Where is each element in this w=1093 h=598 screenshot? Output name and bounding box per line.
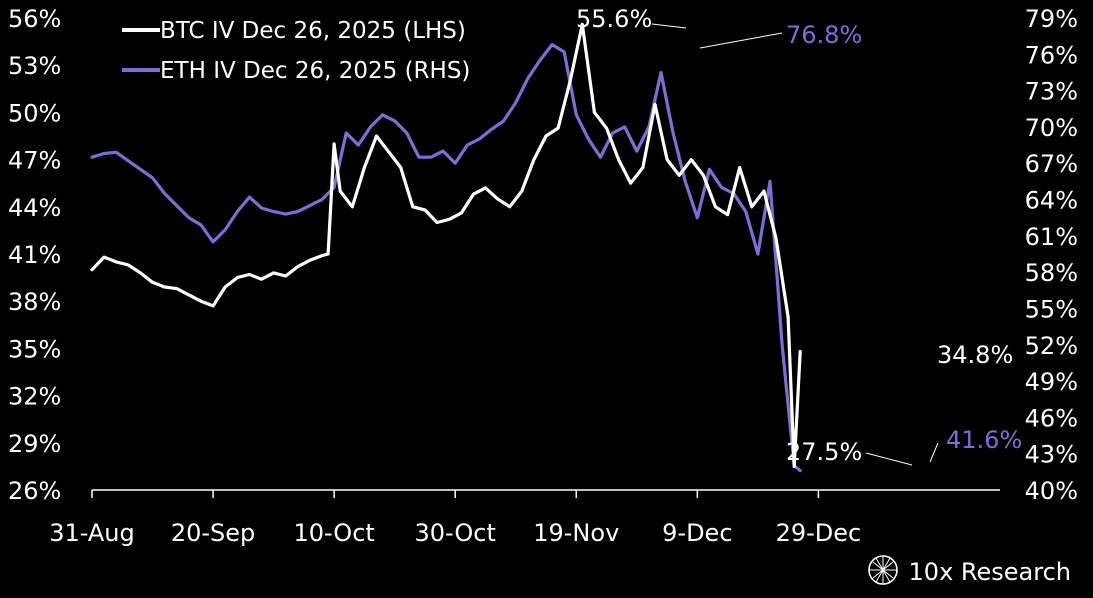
btc-iv-line (90, 22, 802, 468)
y-right-tick-label: 49% (1025, 368, 1078, 396)
annotation-btc-low: 27.5% (786, 438, 862, 466)
y-right-tick-label: 64% (1025, 187, 1078, 215)
x-tick-label: 9-Dec (662, 519, 732, 547)
y-right-tick-label: 55% (1025, 295, 1078, 323)
annotation-eth-last-leader (929, 442, 939, 463)
right-y-axis: 40% 43% 46% 49% 52% 55% 58% 61% 64% 67% 70% 73% 76% 7… (1025, 5, 1078, 505)
y-left-tick-label: 29% (8, 430, 61, 458)
y-left-tick-label: 35% (8, 335, 61, 363)
legend-label-eth: ETH IV Dec 26, 2025 (RHS) (160, 58, 470, 84)
brand-name: 10x Research (908, 558, 1071, 586)
annotation-btc-peak: 55.6% (576, 5, 652, 33)
y-left-tick-label: 50% (8, 99, 61, 127)
y-right-tick-label: 58% (1025, 259, 1078, 287)
y-right-tick-label: 73% (1025, 78, 1078, 106)
y-left-tick-label: 53% (8, 52, 61, 80)
legend: BTC IV Dec 26, 2025 (LHS) ETH IV Dec 26,… (122, 18, 470, 84)
x-tick-label: 29-Dec (776, 519, 862, 547)
x-tick-label: 10-Oct (293, 519, 374, 547)
left-y-axis: 26% 29% 32% 35% 38% 41% 44% 47% 50% 53% 56% (8, 5, 61, 505)
annotations: 55.6% 76.8% 34.8% 27.5% 41.6% (576, 5, 1022, 466)
annotation-eth-peak: 76.8% (786, 21, 862, 49)
x-tick-label: 20-Sep (171, 519, 255, 547)
y-left-tick-label: 44% (8, 194, 61, 222)
x-axis: 31-Aug 20-Sep 10-Oct 30-Oct 19-Nov 9-Dec 29-De… (49, 489, 1000, 547)
x-tick-label: 19-Nov (533, 519, 619, 547)
annotation-eth-peak-leader (699, 32, 783, 49)
annotation-btc-peak-leader (651, 23, 687, 29)
brand: 10x Research (867, 554, 1071, 590)
y-right-tick-label: 40% (1025, 477, 1078, 505)
y-left-tick-label: 47% (8, 147, 61, 175)
eth-iv-line (90, 42, 802, 473)
y-right-tick-label: 61% (1025, 223, 1078, 251)
y-right-tick-label: 52% (1025, 332, 1078, 360)
y-left-tick-label: 26% (8, 477, 61, 505)
x-tick-label: 30-Oct (415, 519, 496, 547)
y-right-tick-label: 67% (1025, 150, 1078, 178)
y-left-tick-label: 38% (8, 288, 61, 316)
globe-icon (867, 554, 899, 590)
y-right-tick-label: 43% (1025, 441, 1078, 469)
annotation-btc-last: 34.8% (937, 341, 1013, 369)
x-tick-label: 31-Aug (49, 519, 135, 547)
y-left-tick-label: 41% (8, 241, 61, 269)
series-layer (90, 22, 802, 473)
y-left-tick-label: 32% (8, 383, 61, 411)
annotation-eth-last: 41.6% (946, 426, 1022, 454)
y-right-tick-label: 70% (1025, 114, 1078, 142)
y-left-tick-label: 56% (8, 5, 61, 33)
y-right-tick-label: 79% (1025, 5, 1078, 33)
annotation-btc-low-leader (865, 452, 913, 466)
legend-label-btc: BTC IV Dec 26, 2025 (LHS) (160, 18, 466, 44)
y-right-tick-label: 46% (1025, 404, 1078, 432)
y-right-tick-label: 76% (1025, 41, 1078, 69)
